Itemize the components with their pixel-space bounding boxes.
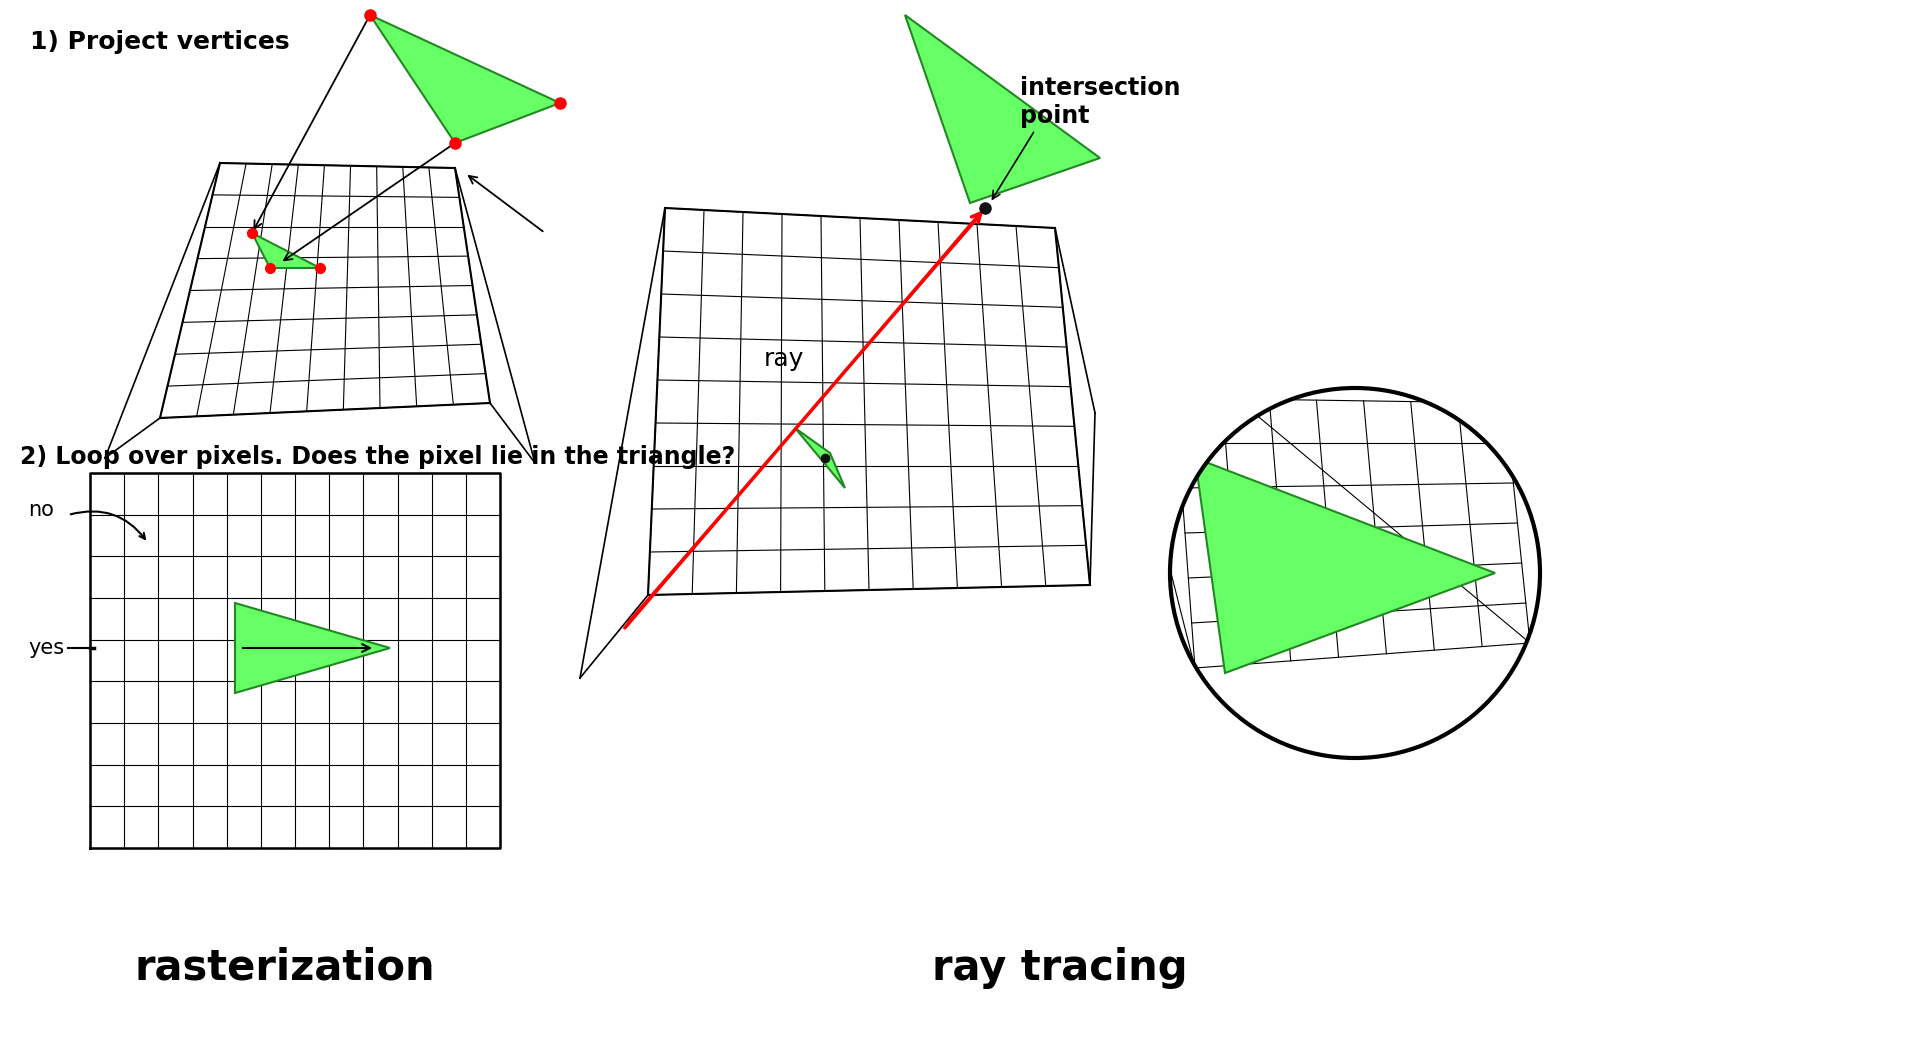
Polygon shape (904, 15, 1100, 203)
Text: yes: yes (29, 638, 63, 658)
Text: 2) Loop over pixels. Does the pixel lie in the triangle?: 2) Loop over pixels. Does the pixel lie … (19, 445, 735, 469)
Text: intersection
point: intersection point (1020, 77, 1181, 128)
Polygon shape (371, 15, 561, 144)
Polygon shape (1194, 458, 1496, 673)
Polygon shape (234, 603, 390, 693)
Text: ray tracing: ray tracing (933, 947, 1188, 989)
Text: rasterization: rasterization (134, 947, 436, 989)
Text: no: no (29, 500, 54, 520)
Polygon shape (252, 233, 321, 268)
Text: 1) Project vertices: 1) Project vertices (31, 30, 290, 54)
Text: ray: ray (764, 347, 804, 371)
Polygon shape (795, 428, 845, 488)
